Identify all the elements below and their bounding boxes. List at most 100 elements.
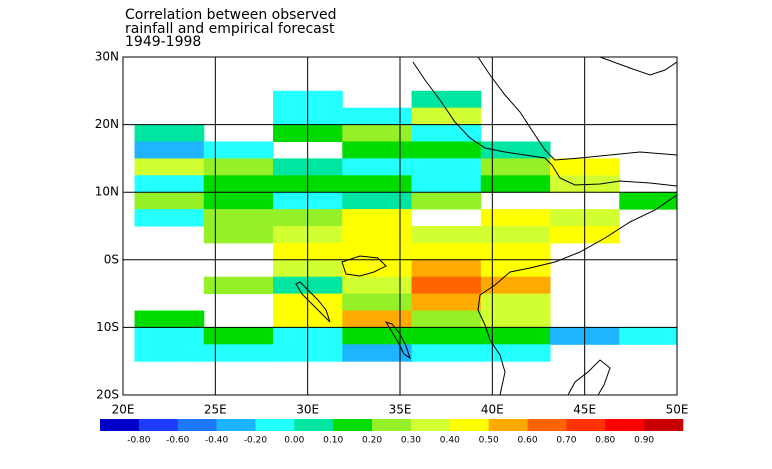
cell (411, 107, 482, 126)
colorbar-label: 0.80 (595, 436, 615, 446)
x-tick-label: 35E (389, 403, 412, 417)
cell (411, 192, 482, 210)
cell (203, 327, 274, 345)
cell (411, 327, 482, 345)
colorbar-box (527, 419, 567, 431)
cell (480, 276, 551, 295)
colorbar-label: 0.10 (323, 436, 343, 446)
colorbar-label: 0.40 (440, 436, 460, 446)
colorbar-box (566, 419, 606, 431)
cell (203, 158, 274, 176)
cell (134, 327, 205, 345)
cell (480, 344, 551, 362)
title: Correlation between observed rainfall an… (125, 7, 337, 50)
coastlines (295, 57, 677, 395)
cell (411, 90, 482, 109)
title-line: Correlation between observed (125, 7, 337, 23)
cell (411, 310, 482, 328)
cell (342, 276, 413, 295)
cell (480, 175, 551, 193)
cell (342, 344, 413, 362)
cell (342, 327, 413, 345)
coastline (477, 194, 677, 395)
cell (480, 327, 551, 345)
cell (134, 344, 205, 362)
cell (134, 158, 205, 176)
x-tick-label: 25E (204, 403, 227, 417)
cell (411, 226, 482, 244)
cell (411, 259, 482, 278)
x-tick-label: 30E (296, 403, 319, 417)
cell (134, 141, 205, 159)
colorbar-label: -0.40 (205, 436, 229, 446)
title-line: 1949-1998 (125, 34, 201, 50)
cell (342, 293, 413, 311)
cell (134, 209, 205, 227)
colorbar-box (216, 419, 256, 431)
y-tick-label: 10N (95, 185, 119, 199)
cell (480, 259, 551, 278)
colorbar-label: 0.50 (479, 436, 499, 446)
cell (480, 242, 551, 261)
cell (411, 276, 482, 295)
colorbar-box (294, 419, 334, 431)
cell (342, 192, 413, 210)
cell (480, 209, 551, 227)
cell (342, 158, 413, 176)
colorbar-label: 0.70 (556, 436, 576, 446)
cell (203, 276, 274, 295)
y-tick-label: 10S (96, 320, 119, 334)
colorbar: -0.80 -0.60 -0.40 -0.20 0.00 0.10 0.20 0.30 0.40… (100, 419, 684, 446)
cell (480, 158, 551, 176)
cell (411, 158, 482, 176)
cell (342, 226, 413, 244)
coastline (412, 61, 677, 187)
cell (342, 141, 413, 159)
coastline (599, 57, 677, 76)
cell (342, 124, 413, 142)
colorbar-box (488, 419, 528, 431)
colorbar-box (100, 419, 140, 431)
cell (411, 141, 482, 159)
colorbar-label: -0.60 (166, 436, 190, 446)
x-tick-label: 45E (573, 403, 596, 417)
cell (203, 344, 274, 362)
colorbar-label: 0.90 (634, 436, 654, 446)
cell (203, 226, 274, 244)
cell (480, 293, 551, 311)
y-tick-label: 20S (96, 388, 119, 402)
cell (619, 192, 677, 210)
y-tick-label: 0S (104, 252, 119, 266)
x-tick-label: 40E (481, 403, 504, 417)
tick-labels: 20E 25E 30E 35E 40E 45E 50E 30N 20N 10N 0S 10S 20S (95, 50, 689, 417)
cell (411, 344, 482, 362)
colorbar-box (605, 419, 645, 431)
x-tick-label: 20E (112, 403, 135, 417)
colorbar-box (333, 419, 373, 431)
colorbar-label: 0.20 (362, 436, 382, 446)
title-line: rainfall and empirical forecast (125, 21, 335, 37)
cells (134, 90, 677, 362)
cell (342, 209, 413, 227)
cell (480, 310, 551, 328)
plot-frame (122, 56, 678, 396)
cell (342, 107, 413, 126)
cell (342, 310, 413, 328)
cell (203, 192, 274, 210)
cell (411, 124, 482, 142)
colorbar-box (177, 419, 217, 431)
colorbar-label: 0.00 (284, 436, 304, 446)
cell (203, 209, 274, 227)
colorbar-box (410, 419, 451, 431)
colorbar-label: -0.80 (127, 436, 151, 446)
cell (342, 259, 413, 278)
colorbar-box (644, 419, 684, 431)
x-tick-label: 50E (666, 403, 689, 417)
cell (134, 310, 205, 328)
lake (341, 255, 387, 277)
cell (203, 175, 274, 193)
colorbar-label: 0.30 (401, 436, 421, 446)
coastline (567, 359, 611, 395)
colorbar-label: 0.60 (518, 436, 538, 446)
cell (480, 226, 551, 244)
